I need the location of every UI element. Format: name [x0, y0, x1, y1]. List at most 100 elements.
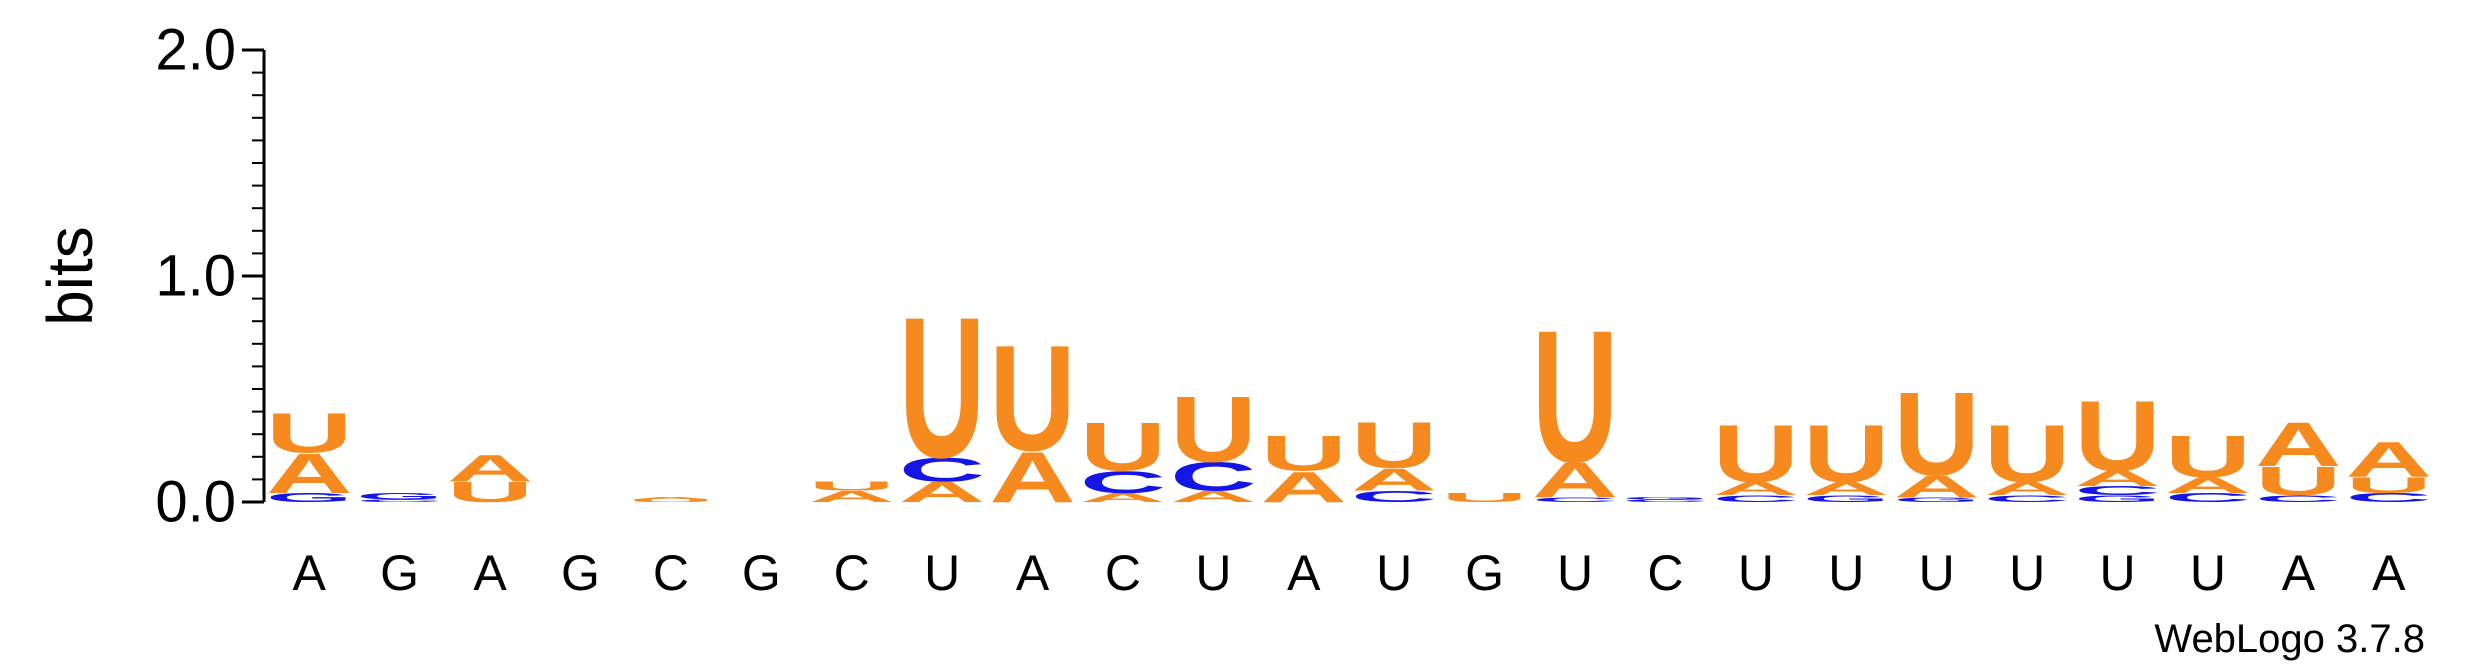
logo-letter-U: U — [2074, 380, 2160, 492]
logo-letter-U: U — [1351, 409, 1437, 482]
logo-letter-A: A — [1351, 462, 1437, 497]
logo-letter-U: U — [1713, 408, 1799, 500]
logo-letter-U: U — [2255, 458, 2341, 504]
logo-letter-group: C — [1532, 496, 1618, 503]
logo-letter-group: A — [899, 477, 985, 509]
logo-letter-group: C — [2074, 484, 2160, 498]
logo-letter-group: G — [1894, 496, 1980, 503]
logo-letter-group: A — [989, 437, 1075, 517]
logo-letter-group: G — [356, 491, 442, 502]
logo-letter-group: A — [1984, 478, 2070, 499]
logo-letter-group: A — [1170, 488, 1256, 505]
logo-letter-C: C — [899, 450, 985, 489]
x-tick-label: G — [380, 545, 419, 601]
logo-letter-A: A — [2165, 473, 2251, 498]
logo-letter-C: C — [1532, 496, 1618, 503]
logo-letter-C: C — [1351, 488, 1437, 505]
logo-letter-A: A — [989, 437, 1075, 517]
x-tick-label: C — [1105, 545, 1141, 601]
y-axis-label: bits — [34, 226, 106, 326]
logo-letter-group: C — [1622, 499, 1708, 503]
logo-letter-A: A — [899, 477, 985, 509]
logo-letter-group: U — [1532, 292, 1618, 502]
logo-letter-A: A — [809, 488, 895, 505]
logo-letter-C: C — [1080, 465, 1166, 500]
logo-letter-U: U — [266, 401, 352, 464]
logo-letter-group: U — [1080, 408, 1166, 485]
logo-letter-U: U — [1261, 425, 1347, 481]
logo-letter-group: A — [809, 488, 895, 505]
x-tick-label: A — [1016, 545, 1050, 601]
logo-letter-group: U — [989, 314, 1075, 482]
logo-letter-group: A — [1080, 491, 1166, 505]
logo-letter-group: A — [2255, 410, 2341, 480]
logo-letter-U: U — [809, 479, 895, 493]
logo-letter-U: U — [989, 314, 1075, 482]
logo-letter-group: A — [1351, 462, 1437, 497]
logo-letter-group: A — [266, 442, 352, 505]
logo-letter-group: A — [628, 497, 714, 501]
x-tick-label: U — [1828, 545, 1864, 601]
logo-letter-U: U — [1170, 376, 1256, 481]
logo-letter-A: A — [1803, 478, 1889, 499]
logo-letter-A: A — [1170, 488, 1256, 505]
weblogo-credit: WebLogo 3.7.8 — [2154, 617, 2425, 661]
logo-letter-G: G — [1803, 494, 1889, 505]
logo-letter-group: A — [1261, 463, 1347, 512]
logo-letter-U: U — [1984, 408, 2070, 500]
x-tick-label: A — [2282, 545, 2316, 601]
logo-letter-group: G — [2074, 494, 2160, 505]
logo-letter-C: C — [2346, 491, 2432, 505]
logo-letter-C: C — [1170, 454, 1256, 500]
x-tick-label: U — [1557, 545, 1593, 601]
x-tick-label: A — [293, 545, 327, 601]
logo-letter-group: U — [447, 477, 533, 509]
logo-letter-A: A — [1713, 478, 1799, 499]
x-tick-label: U — [1919, 545, 1955, 601]
logo-letter-group: C — [1984, 493, 2070, 504]
logo-letter-group: U — [628, 499, 714, 503]
logo-letter-C: C — [2165, 491, 2251, 505]
logo-letter-group: A — [1532, 453, 1618, 509]
logo-letter-U: U — [899, 276, 985, 501]
logo-letter-U: U — [1894, 368, 1980, 501]
logo-letter-A: A — [1894, 469, 1980, 504]
logo-letter-group: U — [2074, 380, 2160, 492]
y-tick-label: 1.0 — [155, 244, 236, 309]
logo-letter-group: U — [1894, 368, 1980, 501]
logo-letter-group: U — [1984, 408, 2070, 500]
x-tick-label: G — [742, 545, 781, 601]
logo-letter-group: C — [899, 450, 985, 489]
logo-letter-group: U — [1441, 491, 1527, 505]
logo-letter-G: G — [1622, 497, 1708, 501]
y-tick-label: 0.0 — [155, 470, 236, 535]
logo-letter-group: A — [2165, 473, 2251, 498]
x-tick-label: C — [653, 545, 689, 601]
logo-letter-group: C — [2255, 493, 2341, 504]
logo-letter-C: C — [2255, 493, 2341, 504]
logo-letter-C: C — [1984, 493, 2070, 504]
logo-letter-A: A — [2074, 467, 2160, 492]
x-tick-label: A — [1287, 545, 1321, 601]
logo-letter-group: U — [2346, 473, 2432, 498]
logo-letter-group: C — [2165, 491, 2251, 505]
logo-letter-group: A — [1894, 469, 1980, 504]
x-tick-label: U — [2009, 545, 2045, 601]
logo-letter-A: A — [1261, 463, 1347, 512]
logo-letter-G: G — [1894, 496, 1980, 503]
logo-letter-group: U — [809, 479, 895, 493]
logo-letter-A: A — [1984, 478, 2070, 499]
x-tick-label: C — [834, 545, 870, 601]
x-tick-label: A — [473, 545, 507, 601]
logo-letter-group: G — [1803, 494, 1889, 505]
logo-letter-group: U — [2165, 424, 2251, 491]
logo-letter-group: U — [1713, 408, 1799, 500]
logo-letter-group: U — [1170, 376, 1256, 481]
x-tick-label: G — [561, 545, 600, 601]
logo-letter-U: U — [447, 477, 533, 509]
logo-letter-C: C — [1622, 499, 1708, 503]
logo-letter-G: G — [356, 491, 442, 502]
logo-letter-group: U — [1803, 408, 1889, 500]
